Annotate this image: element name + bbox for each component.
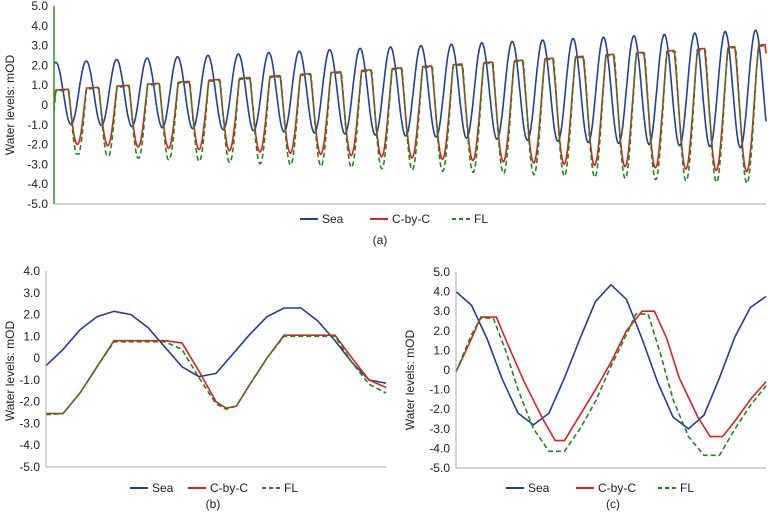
y-tick-label: 2.0	[23, 308, 40, 322]
legend-fl-label: FL	[284, 481, 298, 495]
legend-cbyc-label: C-by-C	[392, 212, 430, 226]
panel-c-y-ticks: 5.0 4.0 3.0 2.0 1.0 0 -1.0 -2.0 -3.0 -4.0 -5.0	[429, 265, 450, 475]
panel-a-lines	[53, 29, 767, 185]
y-tick-label: -4.0	[429, 441, 450, 455]
series-fl-line	[455, 313, 767, 457]
panel-a-legend: Sea C-by-C FL	[300, 212, 488, 226]
series-sea-line	[45, 307, 387, 384]
legend-cbyc-label: C-by-C	[210, 481, 248, 495]
y-tick-label: 2.0	[31, 58, 48, 72]
panel-c: 5.0 4.0 3.0 2.0 1.0 0 -1.0 -2.0 -3.0 -4.0 -5.0 Wat…	[403, 265, 767, 511]
legend-fl-label: FL	[474, 212, 488, 226]
y-tick-label: -3.0	[429, 422, 450, 436]
y-tick-label: -4.0	[27, 177, 48, 191]
panel-c-lines	[455, 283, 767, 457]
panel-b-ylabel: Water levels: mOD	[3, 321, 17, 422]
legend-sea-label: Sea	[322, 212, 344, 226]
y-tick-label: 3.0	[31, 39, 48, 53]
y-tick-label: -4.0	[19, 438, 40, 452]
y-tick-label: -5.0	[27, 197, 48, 211]
y-tick-label: -2.0	[19, 395, 40, 409]
panel-b-legend: Sea C-by-C FL	[130, 481, 298, 495]
panel-b-lines	[45, 307, 387, 416]
panel-a-caption: (a)	[373, 233, 388, 247]
y-tick-label: 3.0	[23, 286, 40, 300]
series-fl-line	[53, 44, 767, 185]
series-c-by-c-line	[46, 334, 387, 415]
y-tick-label: -1.0	[19, 373, 40, 387]
series-c-by-c-line	[455, 310, 767, 442]
y-tick-label: 1.0	[31, 78, 48, 92]
panel-c-caption: (c)	[606, 497, 620, 511]
y-tick-label: 2.0	[433, 324, 450, 338]
y-tick-label: 5.0	[433, 265, 450, 279]
y-tick-label: -1.0	[429, 383, 450, 397]
panel-a-ylabel: Water levels: mOD	[3, 55, 17, 156]
y-tick-label: 4.0	[31, 19, 48, 33]
y-tick-label: 1.0	[23, 329, 40, 343]
y-tick-label: 4.0	[23, 264, 40, 278]
y-tick-label: -2.0	[429, 402, 450, 416]
y-tick-label: 0	[33, 351, 40, 365]
legend-sea-label: Sea	[528, 481, 550, 495]
y-tick-label: -5.0	[19, 460, 40, 474]
panel-c-legend: Sea C-by-C FL	[506, 481, 694, 495]
panel-b: 4.0 3.0 2.0 1.0 0 -1.0 -2.0 -3.0 -4.0 -5.0 Water …	[3, 264, 387, 511]
panel-c-ylabel: Water levels: mOD	[403, 330, 417, 431]
legend-cbyc-label: C-by-C	[598, 481, 636, 495]
series-fl-line	[45, 335, 387, 416]
legend-sea-label: Sea	[152, 481, 174, 495]
series-sea-line	[53, 29, 767, 149]
y-tick-label: -2.0	[27, 138, 48, 152]
y-tick-label: 1.0	[433, 343, 450, 357]
y-tick-label: 5.0	[31, 0, 48, 13]
y-tick-label: -3.0	[19, 416, 40, 430]
panel-b-y-ticks: 4.0 3.0 2.0 1.0 0 -1.0 -2.0 -3.0 -4.0 -5.0	[19, 264, 40, 474]
panel-a: 5.0 4.0 3.0 2.0 1.0 0 -1.0 -2.0 -3.0 -4.0 -5.0 Wat…	[3, 0, 767, 247]
series-sea-line	[455, 283, 767, 430]
legend-fl-label: FL	[680, 481, 694, 495]
y-tick-label: 0	[41, 98, 48, 112]
y-tick-label: -1.0	[27, 118, 48, 132]
y-tick-label: 3.0	[433, 304, 450, 318]
panel-a-y-ticks: 5.0 4.0 3.0 2.0 1.0 0 -1.0 -2.0 -3.0 -4.0 -5.0	[27, 0, 48, 211]
y-tick-label: 0	[443, 363, 450, 377]
y-tick-label: -5.0	[429, 461, 450, 475]
y-tick-label: -3.0	[27, 157, 48, 171]
y-tick-label: 4.0	[433, 285, 450, 299]
panel-b-caption: (b)	[206, 497, 221, 511]
